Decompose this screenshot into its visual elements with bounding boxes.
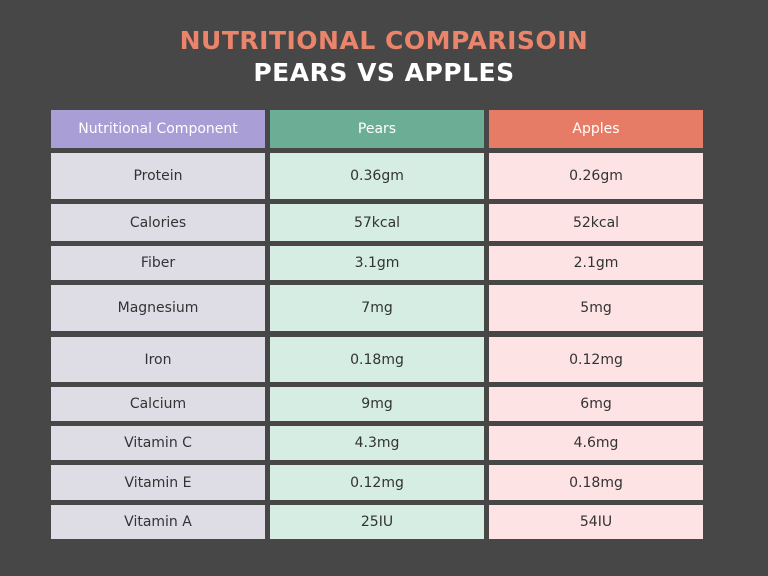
table-cell: 6mg [489,387,703,421]
table-cell: Fiber [51,246,265,280]
title: NUTRITIONAL COMPARISOIN [179,26,589,55]
table-cell: Vitamin A [51,505,265,539]
table-cell: 0.18mg [489,465,703,500]
table-cell: 52kcal [489,204,703,241]
table-cell: 0.36gm [270,153,484,199]
subtitle: PEARS VS APPLES [253,58,515,87]
table-cell: 0.18mg [270,337,484,382]
table-cell: 3.1gm [270,246,484,280]
header-cell: Pears [270,110,484,148]
table-cell: 0.12mg [489,337,703,382]
table-cell: 4.6mg [489,426,703,460]
table-cell: 4.3mg [270,426,484,460]
table-cell: 25IU [270,505,484,539]
table-cell: 0.26gm [489,153,703,199]
header-cell: Apples [489,110,703,148]
table-cell: 57kcal [270,204,484,241]
table-cell: 7mg [270,285,484,331]
table-cell: 54IU [489,505,703,539]
table-cell: Calories [51,204,265,241]
table-cell: Vitamin C [51,426,265,460]
table-cell: Magnesium [51,285,265,331]
table-cell: Calcium [51,387,265,421]
table-cell: Iron [51,337,265,382]
table-cell: Vitamin E [51,465,265,500]
table-cell: 0.12mg [270,465,484,500]
header-cell: Nutritional Component [51,110,265,148]
table-cell: Protein [51,153,265,199]
table-cell: 5mg [489,285,703,331]
table-cell: 9mg [270,387,484,421]
table-cell: 2.1gm [489,246,703,280]
